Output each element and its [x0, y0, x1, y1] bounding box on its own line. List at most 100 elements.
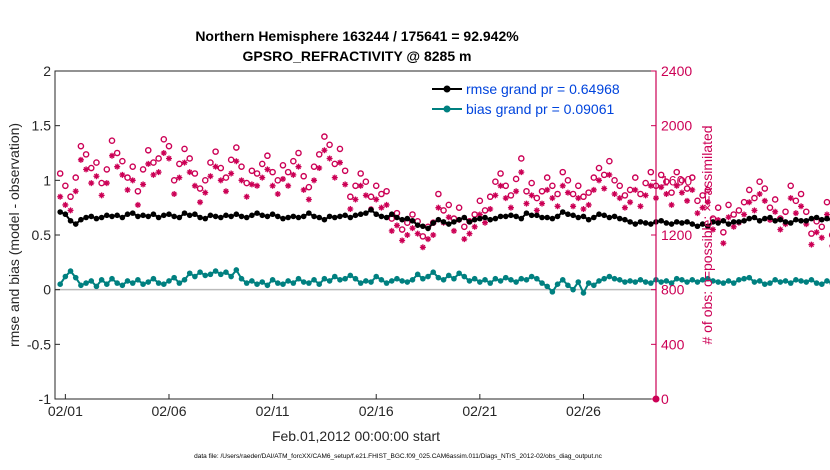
obs-assimilated-point [119, 171, 126, 178]
obs-assimilated-point [103, 180, 110, 187]
rmse-point [585, 216, 592, 223]
rmse-point [787, 220, 794, 226]
bias-point [342, 275, 348, 282]
obs-assimilated-point [72, 188, 79, 195]
obs-possible-point [797, 190, 805, 198]
bias-point [549, 289, 556, 295]
obs-assimilated-point [668, 201, 675, 208]
rmse-point [285, 214, 291, 221]
obs-assimilated-point [321, 147, 328, 154]
rmse-point [705, 223, 711, 230]
obs-possible-point [264, 152, 271, 160]
bias-point [767, 280, 773, 286]
rmse-point [135, 213, 141, 220]
rmse-point [575, 214, 582, 221]
obs-possible-point [523, 187, 530, 195]
obs-assimilated-point [751, 207, 758, 214]
obs-assimilated-point [336, 159, 343, 166]
obs-assimilated-point [373, 196, 380, 203]
obs-possible-point [621, 192, 629, 199]
obs-assimilated-point [259, 174, 266, 181]
bias-point [197, 269, 203, 275]
obs-possible-point [150, 159, 157, 166]
obs-assimilated-point [539, 200, 546, 207]
obs-possible-point [139, 166, 147, 173]
bias-point [321, 275, 328, 282]
obs-assimilated-point [171, 191, 178, 197]
obs-assimilated-point [476, 211, 483, 218]
bias-point [274, 280, 281, 286]
obs-assimilated-point [549, 195, 556, 202]
obs-possible-point [274, 177, 282, 184]
obs-assimilated-point [709, 226, 716, 233]
bias-point [62, 273, 69, 280]
obs-possible-point [554, 190, 561, 198]
rmse-point [549, 215, 556, 222]
obs-assimilated-point [435, 204, 442, 211]
y-axis-label-left: rmse and bias (model - observation) [6, 123, 22, 347]
obs-assimilated-point [482, 219, 489, 226]
bias-point [445, 272, 452, 279]
obs-assimilated-point [357, 182, 364, 189]
rmse-point [482, 214, 488, 221]
rmse-point [824, 215, 830, 222]
bias-point [228, 273, 234, 280]
bias-point [435, 274, 442, 281]
obs-possible-point [222, 174, 230, 181]
bias-point [129, 280, 136, 286]
x-tick-label: 02/16 [359, 403, 394, 419]
rmse-point [249, 212, 255, 219]
rmse-point [104, 212, 110, 219]
obs-assimilated-point [83, 166, 90, 173]
rmse-point [565, 211, 571, 218]
bias-point [176, 280, 183, 286]
bias-point [502, 274, 509, 281]
rmse-point [352, 212, 359, 219]
obs-possible-point [253, 170, 261, 177]
rmse-point [145, 213, 152, 220]
y-left-tick-label: -0.5 [27, 336, 51, 352]
bias-point [451, 275, 457, 282]
obs-assimilated-point [254, 182, 261, 189]
obs-possible-point [538, 187, 546, 195]
bias-point [331, 273, 338, 280]
obs-possible-point [341, 167, 349, 175]
bias-point [673, 275, 680, 282]
rmse-point [570, 212, 576, 219]
obs-possible-point [435, 190, 442, 198]
bias-point [306, 280, 312, 286]
obs-possible-point [559, 168, 567, 176]
bias-point [679, 277, 685, 283]
obs-possible-point [284, 168, 292, 176]
obs-possible-point [357, 170, 364, 177]
obs-assimilated-point [798, 203, 805, 210]
obs-assimilated-point [637, 203, 644, 210]
obs-possible-point [730, 211, 738, 218]
obs-possible-point [440, 207, 447, 214]
bias-point [93, 283, 100, 290]
obs-possible-point [549, 182, 556, 190]
obs-possible-point [818, 223, 826, 231]
rmse-point [554, 213, 561, 220]
obs-assimilated-point [186, 169, 193, 176]
x-axis-label: Feb.01,2012 00:00:00 start [272, 428, 440, 444]
rmse-point [487, 216, 494, 223]
obs-assimilated-point [233, 158, 240, 165]
bias-point [658, 279, 664, 285]
rmse-point [186, 212, 193, 219]
rmse-point [155, 214, 162, 221]
obs-assimilated-point [77, 156, 84, 163]
rmse-point [668, 221, 675, 227]
rmse-point [119, 214, 126, 221]
bias-point [109, 275, 115, 282]
x-tick-label: 02/01 [48, 403, 83, 419]
obs-assimilated-point [285, 182, 292, 189]
obs-assimilated-point [140, 181, 147, 188]
obs-assimilated-point [383, 201, 390, 208]
rmse-point [741, 217, 747, 224]
bias-point [207, 271, 214, 278]
bias-point [104, 281, 110, 288]
bias-point [684, 279, 690, 285]
bias-point [373, 273, 380, 280]
bias-point [202, 272, 209, 279]
